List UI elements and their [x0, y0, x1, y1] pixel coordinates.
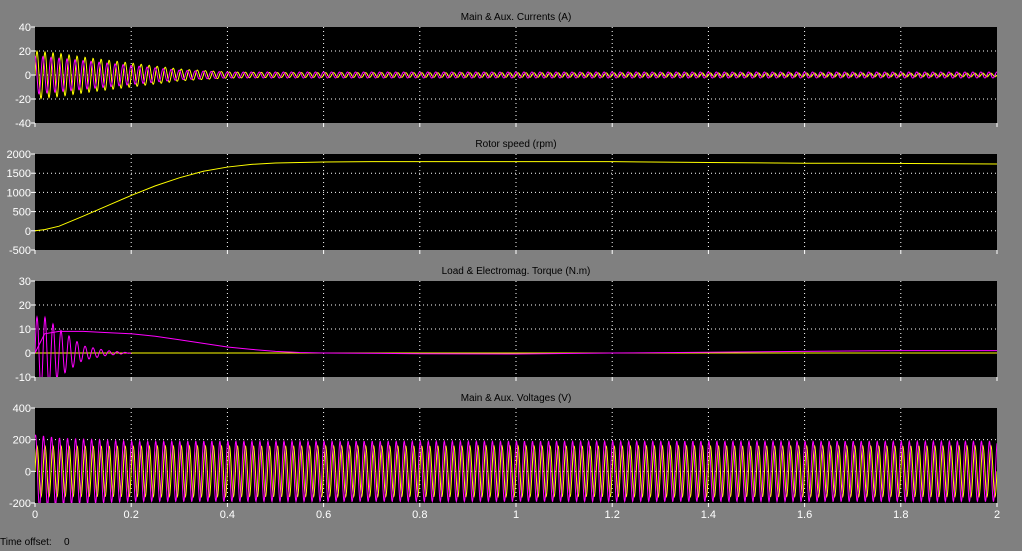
scope-panel-3: Load & Electromag. Torque (N.m) 30 20 10 0 -1…: [15, 266, 998, 384]
panel-title: Load & Electromag. Torque (N.m): [442, 266, 591, 277]
y-tick-label: -20: [15, 94, 31, 106]
x-tick-label: 1.2: [605, 509, 620, 521]
y-tick-label: 10: [19, 324, 31, 336]
y-tick-label: 0: [25, 226, 31, 238]
y-tick-label: -500: [9, 245, 31, 257]
plot-area: [35, 408, 997, 503]
y-tick-label: 2000: [7, 149, 31, 161]
y-tick-label: 40: [19, 22, 31, 34]
y-tick-label: 0: [25, 466, 31, 478]
panel-title: Main & Aux. Voltages (V): [461, 393, 572, 404]
x-tick-label: 0.2: [124, 509, 139, 521]
y-tick-label: 1000: [7, 187, 31, 199]
y-tick-label: 20: [19, 46, 31, 58]
scope-panel-2: Rotor speed (rpm) 2000 1500 1000 500 0 -500: [7, 139, 998, 257]
series-line-2: [35, 315, 132, 377]
series-line-3: [35, 330, 997, 355]
y-tick-label: 0: [25, 348, 31, 360]
x-tick-label: 0.4: [220, 509, 235, 521]
y-tick-label: 30: [19, 276, 31, 288]
time-offset-label: Time offset:: [0, 537, 52, 548]
series-line-1: [35, 161, 997, 232]
series-line-2: [35, 434, 997, 503]
scope-panel-4: Main & Aux. Voltages (V) 0 0.2 0.4 0.6 0.8 1 1.…: [9, 393, 1000, 521]
series-line-1: [35, 444, 997, 499]
y-tick-label: 0: [25, 70, 31, 82]
panel-title: Rotor speed (rpm): [475, 139, 556, 150]
x-tick-label: 1.6: [797, 509, 812, 521]
series-line-2: [35, 55, 997, 95]
time-offset-value: 0: [64, 537, 70, 548]
y-tick-label: -40: [15, 118, 31, 130]
y-tick-label: 200: [13, 435, 31, 447]
scope-panel-1: Main & Aux. Currents (A) 40 20 0 -20 -40: [15, 12, 998, 130]
x-tick-label: 1.4: [701, 509, 716, 521]
y-tick-label: -10: [15, 372, 31, 384]
y-tick-label: -200: [9, 498, 31, 510]
panel-title: Main & Aux. Currents (A): [461, 12, 572, 23]
y-tick-label: 20: [19, 300, 31, 312]
x-tick-label: 0: [32, 509, 38, 521]
x-tick-label: 0.8: [412, 509, 427, 521]
x-tick-label: 1: [513, 509, 519, 521]
x-tick-label: 1.8: [893, 509, 908, 521]
y-tick-label: 400: [13, 403, 31, 415]
series-line-1: [35, 49, 997, 100]
y-tick-label: 500: [13, 207, 31, 219]
x-tick-label: 0.6: [316, 509, 331, 521]
status-bar: Time offset: 0: [0, 529, 1022, 551]
x-tick-label: 2: [994, 509, 1000, 521]
y-tick-label: 1500: [7, 168, 31, 180]
